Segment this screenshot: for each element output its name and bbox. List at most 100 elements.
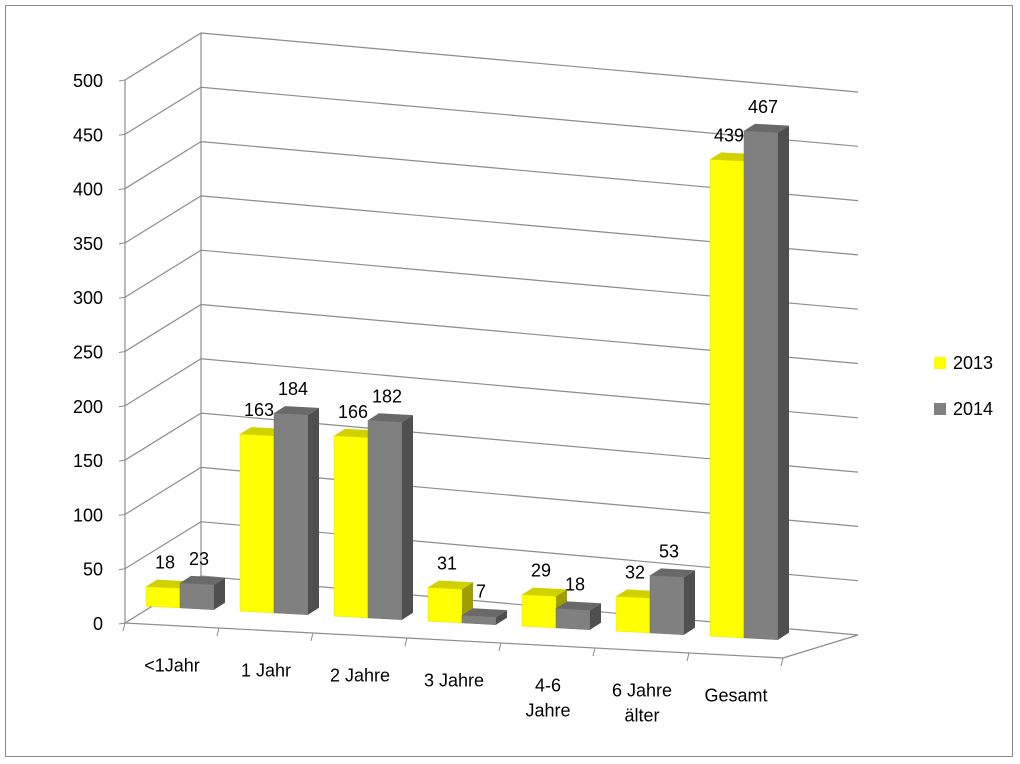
x-axis-tick — [122, 622, 126, 632]
bar-2014-0 — [179, 575, 225, 610]
x-axis-tick — [686, 652, 690, 662]
bar-front — [179, 582, 215, 610]
x-tick-label: älter — [624, 706, 659, 726]
bar-side — [684, 570, 695, 635]
y-tick-label: 100 — [73, 505, 103, 525]
data-label: 7 — [476, 581, 486, 601]
bar-front — [743, 130, 779, 640]
x-axis-tick-labels: <1Jahr 1 Jahr 2 Jahre 3 Jahre 4-6 Jahre 6 Jahr… — [144, 656, 767, 726]
x-axis-line — [124, 622, 784, 659]
y-axis-tick-labels: 0 50 100 150 200 250 300 350 400 450 500 — [73, 71, 103, 634]
axes — [118, 33, 859, 667]
y-tick-label: 0 — [93, 614, 103, 634]
y-tick-label: 450 — [73, 125, 103, 145]
bar-top — [428, 580, 473, 590]
bar-side — [496, 610, 507, 625]
bar-front — [367, 420, 403, 620]
legend: 2013 2014 — [934, 353, 993, 419]
data-label: 18 — [565, 574, 585, 594]
y-axis-tick — [118, 188, 126, 191]
bar-top — [744, 123, 789, 133]
x-axis-tick — [216, 627, 220, 637]
bar-front — [427, 587, 463, 624]
x-axis-tick — [498, 642, 502, 652]
bar-side — [214, 577, 225, 610]
bar-2014-3 — [461, 608, 507, 625]
gridline — [124, 32, 859, 93]
x-tick-label: 4-6 — [535, 676, 561, 696]
legend-label-2014: 2014 — [953, 399, 993, 419]
bar-top — [462, 608, 507, 618]
y-axis-tick — [118, 568, 126, 571]
bar-top — [650, 568, 695, 578]
data-label: 467 — [748, 97, 778, 117]
data-label: 32 — [625, 562, 645, 582]
bar-front — [145, 586, 181, 609]
x-tick-label: <1Jahr — [144, 656, 200, 676]
y-tick-label: 150 — [73, 451, 103, 471]
bar-top — [556, 601, 601, 611]
y-axis-tick — [118, 405, 126, 408]
bar-2014-6 — [743, 123, 789, 640]
x-axis-tick — [592, 647, 596, 657]
bar-top — [180, 575, 225, 585]
y-axis-tick — [118, 79, 126, 82]
legend-swatch-2013 — [934, 357, 946, 369]
y-tick-label: 350 — [73, 234, 103, 254]
data-label: 23 — [189, 549, 209, 569]
bar-2014-2 — [367, 413, 413, 620]
bars — [145, 123, 789, 640]
x-tick-label: Gesamt — [704, 686, 767, 706]
bar-front — [521, 594, 557, 629]
bar-side — [778, 125, 789, 640]
bar-front — [333, 435, 369, 619]
y-axis-tick — [118, 459, 126, 462]
x-tick-label: 6 Jahre — [612, 681, 672, 701]
bar-top — [522, 587, 567, 597]
bar-side — [308, 407, 319, 615]
x-tick-label: Jahre — [525, 701, 570, 721]
data-label: 439 — [714, 125, 744, 145]
data-label: 18 — [155, 553, 175, 573]
y-axis-tick — [118, 296, 126, 299]
floor-right-edge — [782, 634, 859, 659]
y-tick-label: 400 — [73, 180, 103, 200]
legend-swatch-2014 — [934, 403, 946, 415]
bar-front — [649, 575, 685, 635]
x-axis-tick — [404, 637, 408, 647]
y-tick-label: 250 — [73, 343, 103, 363]
x-axis-tick — [310, 632, 314, 642]
data-label: 182 — [372, 386, 402, 406]
bar-top — [368, 413, 413, 423]
y-tick-label: 50 — [83, 560, 103, 580]
x-tick-label: 2 Jahre — [330, 666, 390, 686]
data-label: 31 — [437, 553, 457, 573]
y-axis-tick — [118, 622, 126, 625]
y-tick-label: 200 — [73, 397, 103, 417]
y-axis-tick — [118, 133, 126, 136]
data-label: 184 — [278, 379, 308, 399]
x-axis-tick — [780, 657, 784, 667]
legend-label-2013: 2013 — [953, 353, 993, 373]
x-tick-label: 3 Jahre — [424, 671, 484, 691]
bar-2014-5 — [649, 568, 695, 635]
data-label: 29 — [531, 561, 551, 581]
bar-front — [555, 608, 591, 630]
bar-side — [590, 603, 601, 630]
bar-front — [615, 596, 651, 634]
y-axis-tick — [118, 513, 126, 516]
bar-front — [709, 159, 745, 639]
data-label: 163 — [244, 400, 274, 420]
x-tick-label: 1 Jahr — [241, 661, 291, 681]
bar-front — [273, 412, 309, 615]
bar-top — [274, 406, 319, 415]
bar-side — [402, 415, 413, 620]
bar-front — [239, 433, 275, 614]
y-axis-tick — [118, 351, 126, 353]
data-label: 166 — [338, 402, 368, 422]
y-tick-label: 500 — [73, 71, 103, 91]
y-axis-tick — [118, 242, 126, 245]
y-tick-label: 300 — [73, 288, 103, 308]
